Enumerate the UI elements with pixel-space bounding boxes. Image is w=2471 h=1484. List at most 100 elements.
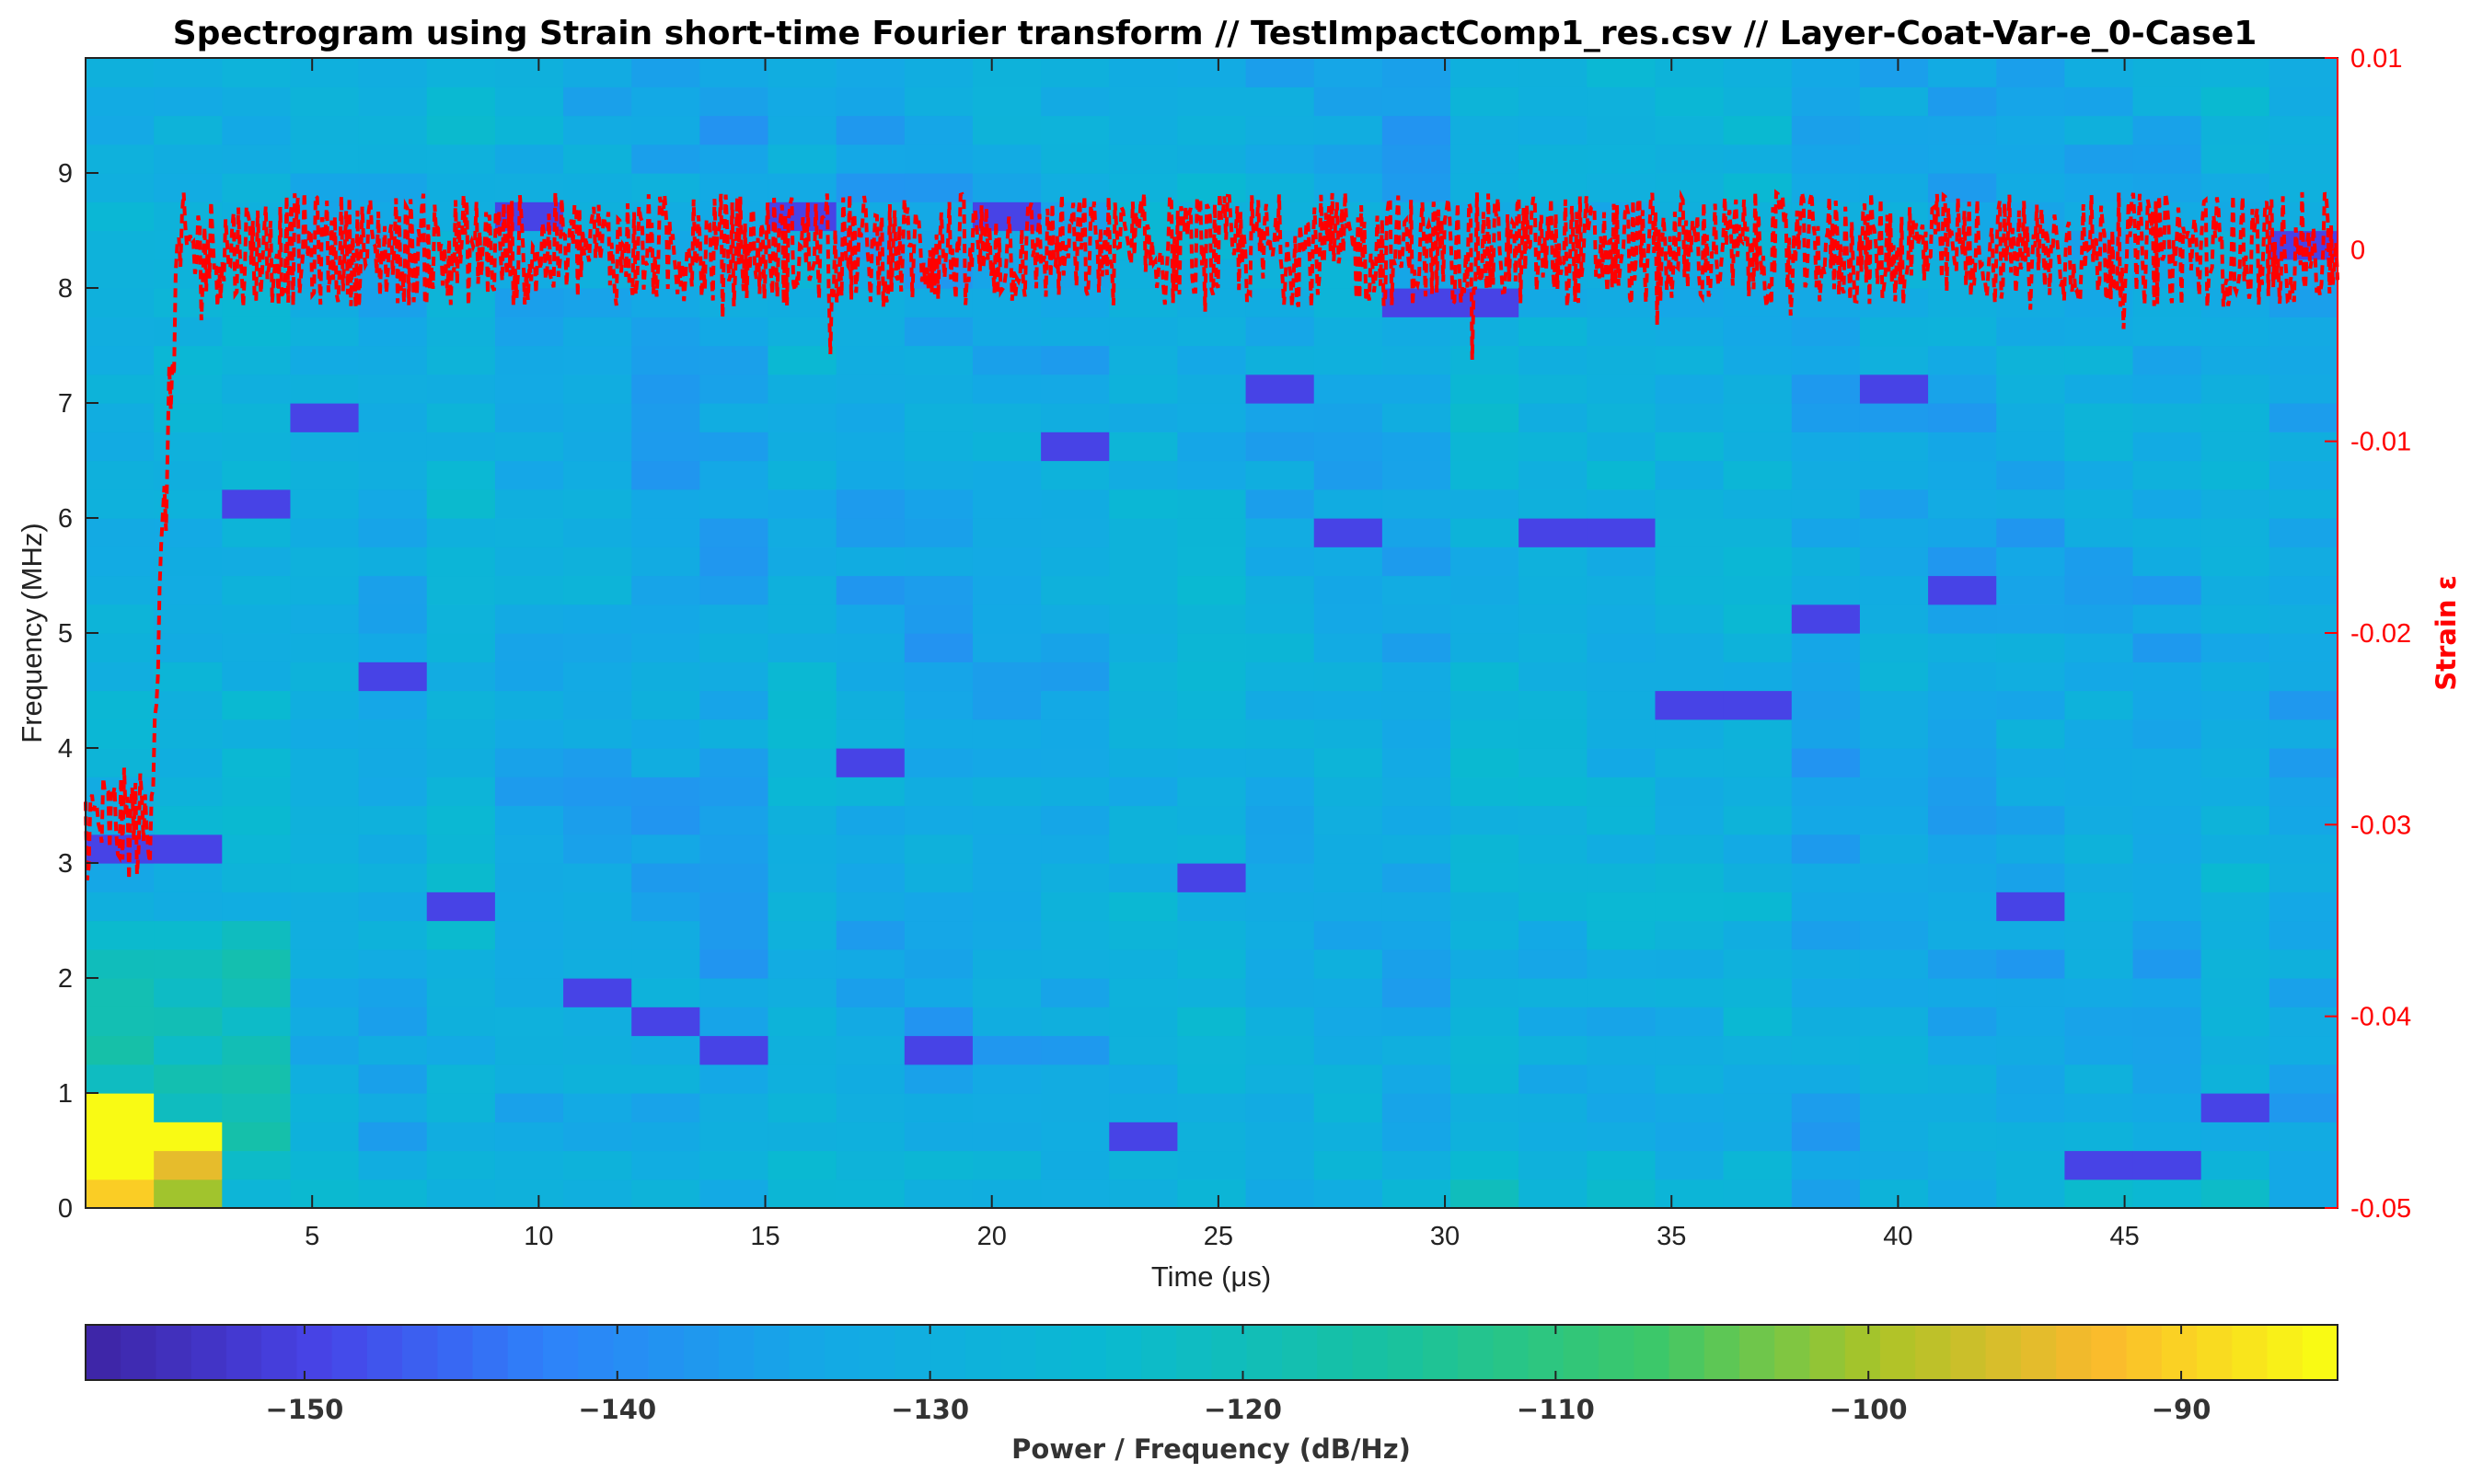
colorbar-frame bbox=[85, 1324, 2338, 1381]
heatmap bbox=[86, 58, 2338, 1209]
heatmap-cell bbox=[631, 1122, 700, 1152]
heatmap-cell bbox=[1041, 86, 1110, 117]
heatmap-cell bbox=[2064, 1093, 2134, 1122]
heatmap-cell bbox=[2269, 834, 2338, 864]
heatmap-cell bbox=[1177, 144, 1247, 174]
heatmap-cell bbox=[1791, 575, 1861, 605]
heatmap-cell bbox=[1723, 345, 1793, 375]
heatmap-cell bbox=[1245, 288, 1315, 317]
heatmap-cell bbox=[1041, 173, 1110, 202]
heatmap-cell bbox=[1723, 173, 1793, 202]
heatmap-cell bbox=[1381, 1035, 1451, 1065]
heatmap-cell bbox=[631, 1150, 700, 1180]
heatmap-cell bbox=[2064, 115, 2134, 145]
heatmap-cell bbox=[1996, 58, 2065, 87]
heatmap-cell bbox=[1381, 719, 1451, 749]
heatmap-cell bbox=[1041, 949, 1110, 979]
heatmap-cell bbox=[1245, 58, 1315, 87]
heatmap-cell bbox=[1245, 86, 1315, 117]
heatmap-cell bbox=[426, 978, 496, 1007]
heatmap-cell bbox=[1177, 1093, 1247, 1122]
heatmap-cell bbox=[1313, 1064, 1383, 1094]
heatmap-cell bbox=[1996, 1150, 2065, 1180]
heatmap-cell bbox=[1245, 920, 1315, 950]
heatmap-cell bbox=[563, 403, 632, 432]
heatmap-cell bbox=[2064, 863, 2134, 892]
heatmap-cell bbox=[2064, 518, 2134, 547]
heatmap-cell bbox=[222, 892, 292, 922]
heatmap-cell bbox=[1655, 661, 1725, 692]
heatmap-cell bbox=[222, 604, 292, 634]
heatmap-cell bbox=[1791, 777, 1861, 807]
heatmap-cell bbox=[290, 805, 360, 835]
heatmap-cell bbox=[426, 345, 496, 375]
heatmap-cell bbox=[1041, 748, 1110, 777]
heatmap-cell bbox=[1041, 920, 1110, 950]
heatmap-cell bbox=[972, 86, 1042, 117]
y2-tick-label: -0.01 bbox=[2350, 428, 2411, 457]
heatmap-cell bbox=[1928, 719, 1997, 749]
heatmap-cell bbox=[1996, 575, 2065, 605]
heatmap-cell bbox=[426, 1179, 496, 1209]
heatmap-cell bbox=[358, 115, 428, 145]
heatmap-cell bbox=[631, 374, 700, 404]
heatmap-cell bbox=[1518, 86, 1588, 117]
heatmap-cell bbox=[836, 1122, 906, 1152]
heatmap-cell bbox=[426, 144, 496, 174]
heatmap-cell bbox=[2200, 546, 2270, 577]
heatmap-cell bbox=[1859, 1007, 1929, 1037]
heatmap-cell bbox=[972, 719, 1042, 749]
colorbar-segment bbox=[1844, 1325, 1881, 1380]
heatmap-cell bbox=[1655, 978, 1725, 1007]
heatmap-cell bbox=[358, 777, 428, 807]
heatmap-cell bbox=[836, 1179, 906, 1209]
colorbar-segment bbox=[2056, 1325, 2093, 1380]
heatmap-cell bbox=[86, 892, 155, 922]
heatmap-cell bbox=[494, 431, 564, 462]
heatmap-cell bbox=[1996, 1007, 2065, 1037]
heatmap-cell bbox=[426, 834, 496, 864]
heatmap-cell bbox=[699, 316, 769, 347]
colorbar-segment bbox=[2197, 1325, 2234, 1380]
heatmap-cell bbox=[154, 546, 223, 577]
heatmap-cell bbox=[563, 805, 632, 835]
heatmap-cell bbox=[222, 1122, 292, 1152]
heatmap-cell bbox=[768, 403, 837, 432]
heatmap-cell bbox=[2064, 1064, 2134, 1094]
heatmap-cell bbox=[1655, 949, 1725, 979]
heatmap-cell bbox=[1587, 546, 1657, 577]
y-tick-label: 1 bbox=[58, 1079, 73, 1109]
heatmap-cell bbox=[2269, 1150, 2338, 1180]
heatmap-cell bbox=[1723, 489, 1793, 519]
heatmap-cell bbox=[1518, 920, 1588, 950]
heatmap-cell bbox=[836, 719, 906, 749]
heatmap-cell bbox=[1996, 345, 2065, 375]
colorbar-segment bbox=[964, 1325, 1001, 1380]
heatmap-cell bbox=[2132, 661, 2202, 692]
heatmap-cell bbox=[2200, 1064, 2270, 1094]
heatmap-cell bbox=[836, 633, 906, 662]
heatmap-cell bbox=[1109, 546, 1179, 577]
heatmap-cell bbox=[1928, 863, 1997, 892]
heatmap-cell bbox=[86, 1122, 155, 1152]
y-tick-label: 5 bbox=[58, 619, 73, 649]
heatmap-cell bbox=[836, 920, 906, 950]
y-tick-label: 8 bbox=[58, 274, 73, 304]
heatmap-cell bbox=[426, 173, 496, 202]
heatmap-cell bbox=[836, 978, 906, 1007]
heatmap-cell bbox=[1518, 546, 1588, 577]
heatmap-cell bbox=[1245, 661, 1315, 692]
colorbar-segment bbox=[683, 1325, 721, 1380]
heatmap-cell bbox=[699, 575, 769, 605]
heatmap-cell bbox=[836, 892, 906, 922]
heatmap-cell bbox=[222, 460, 292, 490]
heatmap-cell bbox=[1791, 345, 1861, 375]
heatmap-cell bbox=[2200, 201, 2270, 232]
heatmap-cell bbox=[1041, 575, 1110, 605]
heatmap-cell bbox=[1996, 834, 2065, 864]
heatmap-cell bbox=[2064, 1150, 2134, 1180]
heatmap-cell bbox=[836, 834, 906, 864]
heatmap-cell bbox=[563, 144, 632, 174]
heatmap-cell bbox=[2269, 1035, 2338, 1065]
heatmap-cell bbox=[2064, 1035, 2134, 1065]
